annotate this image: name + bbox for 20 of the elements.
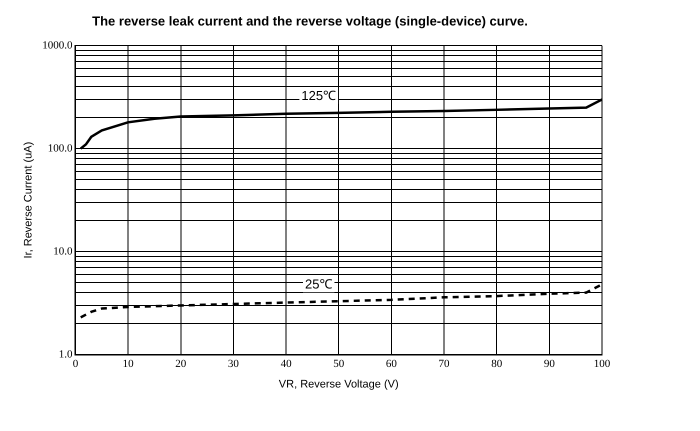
x-axis-title: VR, Reverse Voltage (V) — [278, 378, 399, 390]
series-label: 125℃ — [301, 88, 336, 104]
y-tick-label: 1.0 — [58, 348, 73, 360]
x-tick-label: 70 — [438, 358, 450, 370]
y-tick-label: 100.0 — [48, 142, 73, 154]
x-tick-label: 20 — [175, 358, 187, 370]
y-tick-label: 1000.0 — [42, 39, 73, 52]
x-tick-label: 10 — [122, 358, 134, 370]
x-tick-label: 0 — [72, 358, 79, 370]
x-tick-label: 90 — [544, 358, 556, 370]
y-axis-title: Ir, Reverse Current (uA) — [22, 142, 35, 258]
x-tick-label: 60 — [386, 358, 398, 370]
x-tick-label: 80 — [491, 358, 503, 370]
chart-title: The reverse leak current and the reverse voltage (single-device) curve. — [92, 13, 528, 28]
x-tick-label: 100 — [594, 358, 611, 370]
y-tick-label: 10.0 — [53, 245, 73, 258]
x-tick-label: 30 — [228, 358, 240, 370]
x-tick-label: 40 — [280, 358, 292, 370]
series-label: 25℃ — [304, 276, 332, 292]
x-tick-label: 50 — [333, 358, 345, 370]
